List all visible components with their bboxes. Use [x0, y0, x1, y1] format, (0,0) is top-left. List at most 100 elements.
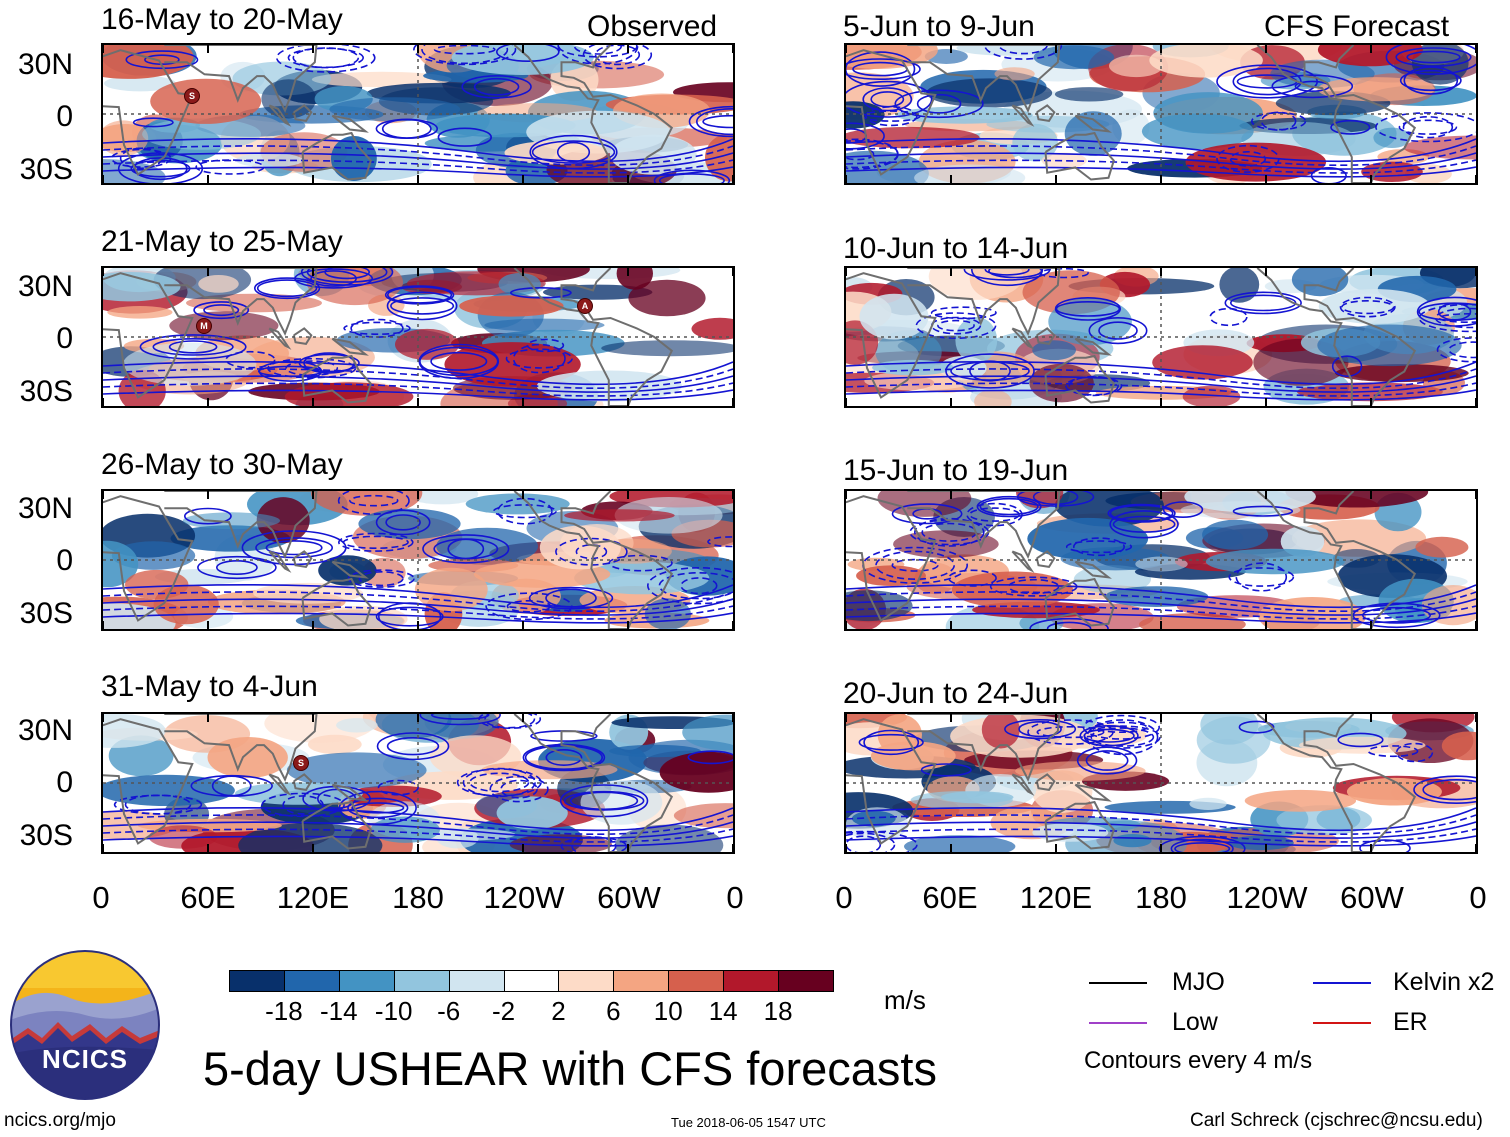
lon-label-120e: 120E [1019, 880, 1093, 915]
kelvin-contour [594, 45, 641, 66]
continent-outline [1035, 550, 1056, 568]
shear-shading-blob [375, 714, 452, 739]
colorbar-cell [338, 970, 395, 992]
kelvin-contour [376, 732, 450, 761]
kelvin-contour [1158, 835, 1246, 852]
continent-outline [846, 49, 937, 176]
kelvin-contour [1238, 720, 1275, 734]
continent-outline [1035, 773, 1056, 791]
shear-shading-blob [955, 317, 998, 364]
kelvin-contour [937, 319, 975, 332]
lon-label-180: 180 [1135, 880, 1187, 915]
kelvin-contour [1375, 112, 1476, 143]
footer-url[interactable]: ncics.org/mjo [4, 1110, 116, 1131]
continent-outline [292, 773, 313, 791]
shear-shading-blob [1415, 536, 1469, 558]
kelvin-contour [265, 540, 323, 556]
kelvin-contour [1438, 313, 1476, 323]
continent-outline [513, 714, 674, 852]
continent-outline [301, 800, 372, 850]
continent-outline [1011, 327, 1035, 350]
kelvin-contour [267, 357, 357, 379]
shear-shading-blob [198, 275, 239, 293]
shear-shading-blob [103, 120, 149, 156]
kelvin-contour [184, 507, 232, 525]
continent-outline [103, 718, 194, 845]
shear-shading-blob [981, 714, 1020, 749]
kelvin-contour [1367, 745, 1419, 758]
shear-shading-blob [1196, 716, 1271, 764]
kelvin-contour [582, 45, 653, 70]
kelvin-contour [387, 286, 453, 304]
shear-shading-blob [459, 295, 564, 317]
storm-marker: S [184, 88, 200, 104]
colorbar-cell [778, 970, 834, 992]
kelvin-contour [846, 583, 1476, 609]
kelvin-contour [381, 118, 432, 139]
continent-outline [1256, 268, 1417, 406]
kelvin-contour [846, 140, 899, 169]
kelvin-contour [1068, 375, 1119, 397]
continent-outline [103, 495, 194, 622]
legend-mjo-line [1089, 982, 1147, 984]
kelvin-contour [1235, 562, 1288, 592]
colorbar-cell [723, 970, 780, 992]
kelvin-contour [846, 368, 1476, 389]
continent-outline [513, 491, 674, 629]
shear-shading-blob [331, 136, 377, 181]
continent-outline [1256, 45, 1417, 183]
continent-outline [1035, 104, 1056, 122]
kelvin-contour [846, 51, 916, 87]
kelvin-contour [489, 775, 549, 803]
lat-label-30n: 30N [17, 270, 73, 303]
shear-shading-blob [163, 715, 251, 753]
main-title: 5-day USHEAR with CFS forecasts [203, 1042, 937, 1095]
kelvin-contour [1337, 732, 1384, 748]
shear-shading-blob [870, 741, 956, 771]
kelvin-contour [351, 802, 405, 814]
kelvin-contour [433, 45, 496, 55]
kelvin-contour [1232, 505, 1294, 517]
shear-shading-blob [1032, 823, 1109, 842]
lon-label-60w: 60W [597, 880, 661, 915]
lat-label-eq: 0 [56, 544, 73, 577]
kelvin-contour [1046, 621, 1092, 629]
kelvin-contour [324, 268, 370, 280]
continent-outline [331, 114, 369, 133]
kelvin-contour [846, 145, 1476, 166]
kelvin-contour [386, 737, 440, 756]
kelvin-contour [846, 122, 885, 150]
colorbar-cell [229, 970, 285, 992]
kelvin-contour [894, 89, 984, 119]
kelvin-contour [969, 507, 1021, 522]
kelvin-contour [846, 605, 1476, 620]
kelvin-contour [1448, 341, 1476, 359]
kelvin-contour [306, 268, 388, 283]
kelvin-contour [132, 117, 174, 128]
kelvin-contour [390, 297, 455, 315]
shear-shading-blob [286, 752, 427, 788]
map-panel-left-2 [101, 489, 735, 631]
lon-label-120e: 120E [276, 880, 350, 915]
shear-shading-blob [910, 791, 1013, 810]
colorbar-tick-label: -6 [437, 996, 461, 1026]
kelvin-contour [846, 58, 921, 80]
shear-shading-blob [436, 527, 538, 565]
continent-outline [268, 550, 292, 573]
shear-shading-blob [609, 744, 701, 758]
lon-label-0-end: 0 [726, 880, 744, 915]
kelvin-contour [103, 612, 733, 624]
continent-outline [164, 268, 318, 336]
shear-shading-blob [846, 150, 929, 183]
kelvin-contour [254, 277, 321, 300]
continent-outline [268, 327, 292, 350]
kelvin-contour [437, 127, 492, 147]
kelvin-contour [862, 87, 913, 112]
kelvin-contour [294, 268, 373, 289]
kelvin-contour [103, 605, 733, 620]
kelvin-contour [1086, 719, 1159, 756]
colorbar-cell [668, 970, 725, 992]
kelvin-contour [1339, 296, 1396, 318]
kelvin-contour [285, 360, 339, 377]
kelvin-contour [1310, 167, 1347, 183]
